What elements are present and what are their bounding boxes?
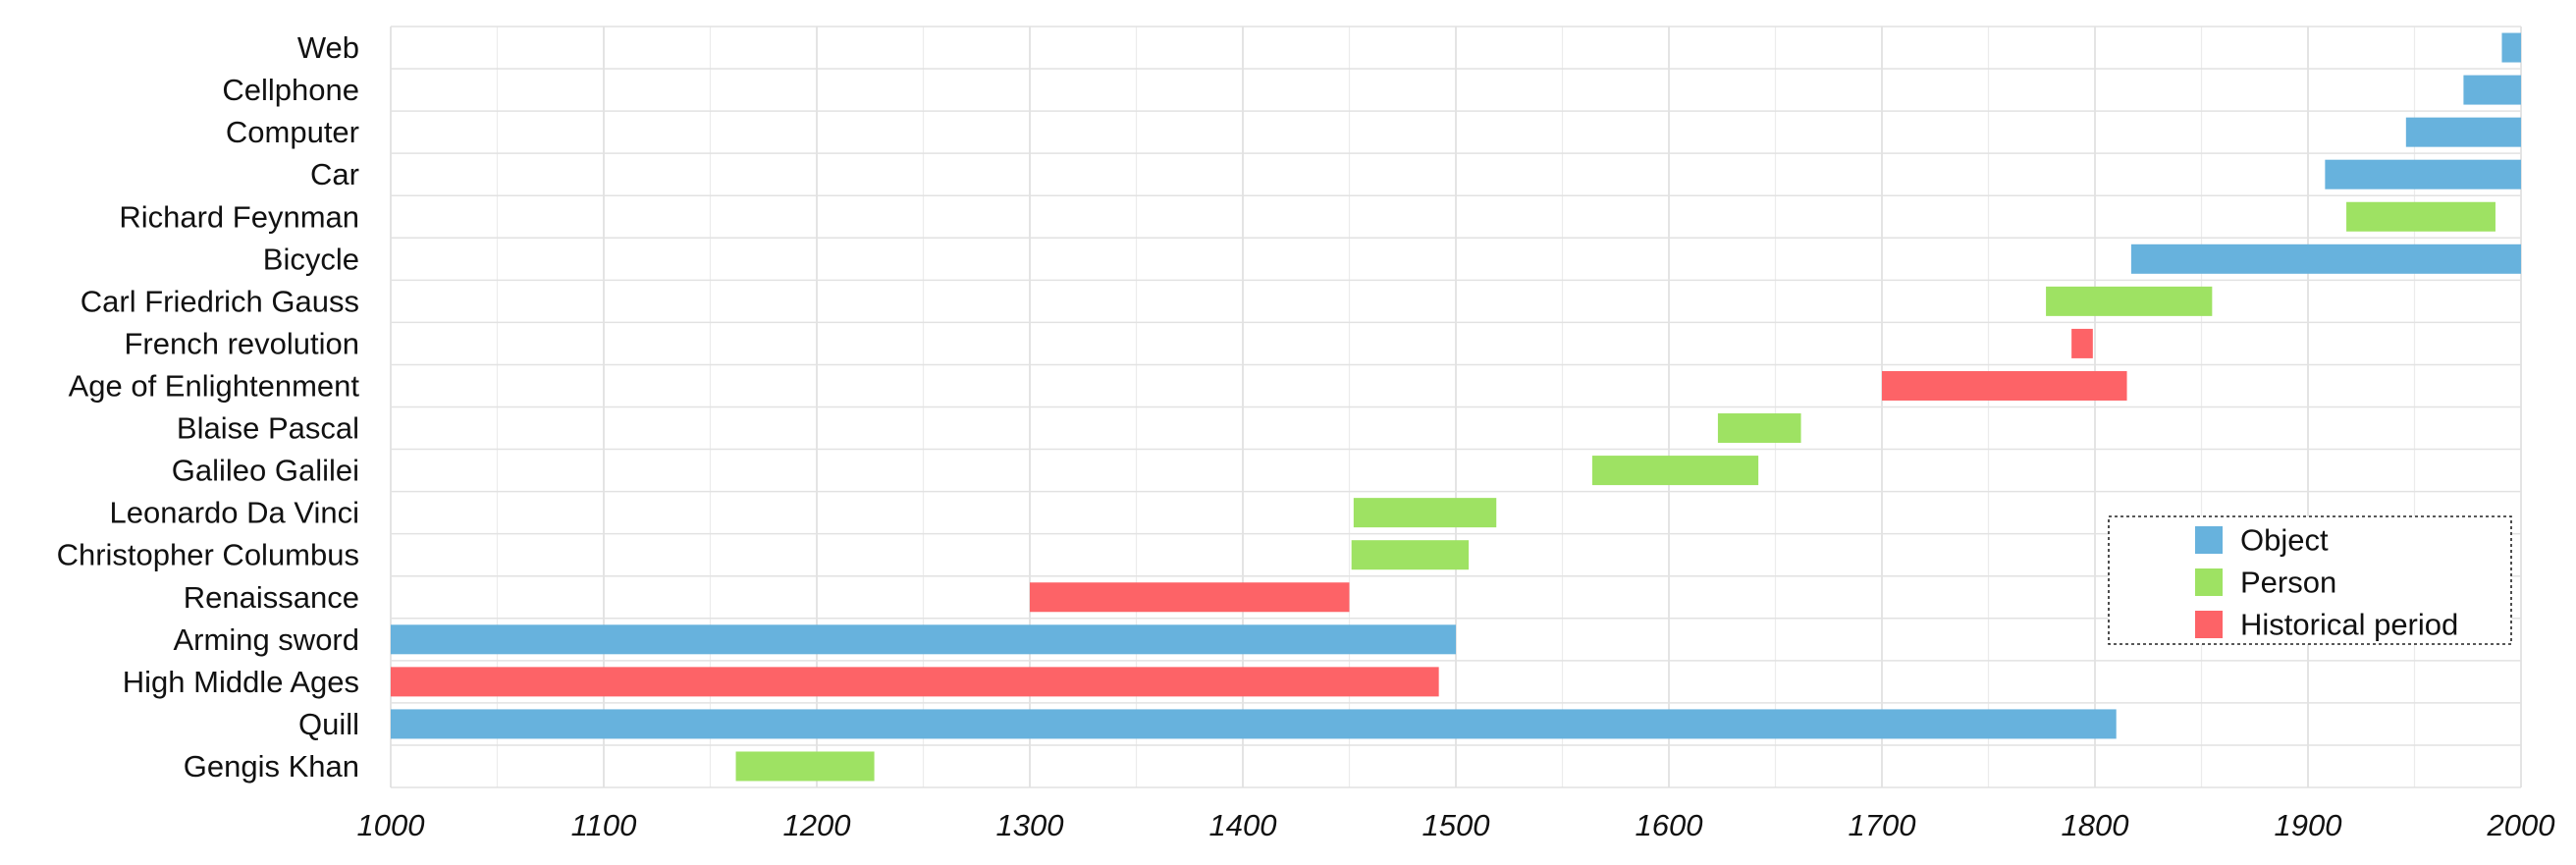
x-tick-label: 2000 [2487,808,2555,842]
bar-carl-friedrich-gauss [2046,286,2213,316]
bar-leonardo-da-vinci [1353,498,1497,528]
x-tick-label: 1200 [783,808,851,842]
legend-label: Object [2240,523,2329,558]
category-label: Richard Feynman [119,199,359,234]
bar-renaissance [1030,582,1350,613]
category-label: French revolution [124,326,359,360]
category-labels: Web Cellphone Computer Car Richard Feynman Bi… [57,30,360,784]
category-label: Car [310,157,359,191]
x-tick-label: 1000 [357,808,425,842]
x-tick-label: 1400 [1209,808,1277,842]
x-tick-label: 1500 [1422,808,1490,842]
legend-swatch [2195,526,2223,554]
legend-label: Person [2240,566,2336,600]
category-label: Blaise Pascal [177,411,359,446]
category-label: Renaissance [184,580,359,615]
bar-gengis-khan [735,751,875,782]
bar-christopher-columbus [1351,540,1470,570]
x-tick-label: 1900 [2275,808,2342,842]
category-label: Computer [226,115,359,149]
category-label: Carl Friedrich Gauss [80,284,359,318]
bar-high-middle-ages [391,667,1439,697]
legend-box [2108,515,2512,645]
x-tick-label: 1100 [571,808,637,842]
bar-quill [391,709,2117,739]
bar-computer [2405,117,2521,147]
bars [391,32,2521,782]
bar-richard-feynman [2346,201,2496,232]
category-label: Quill [298,707,359,741]
legend-label: Historical period [2240,608,2458,642]
category-label: High Middle Ages [123,665,359,699]
bar-age-of-enlightenment [1882,370,2127,401]
bar-galileo-galilei [1591,456,1759,486]
legend: Object Person Historical period [2108,515,2512,645]
x-tick-label: 1700 [1849,808,1916,842]
bar-web [2501,32,2521,63]
bar-french-revolution [2071,328,2093,358]
category-label: Web [297,30,359,65]
x-tick-label: 1300 [996,808,1064,842]
category-label: Gengis Khan [184,749,359,784]
x-axis-ticks: 1000 1100 1200 1300 1400 1500 1600 1700 1800 1900… [357,808,2555,842]
grid [390,26,2522,788]
category-label: Cellphone [222,73,359,107]
bar-bicycle [2130,243,2521,274]
category-label: Bicycle [263,242,359,276]
category-label: Leonardo Da Vinci [110,496,360,530]
bar-cellphone [2463,75,2521,105]
legend-swatch [2195,611,2223,638]
category-label: Galileo Galilei [172,454,359,488]
bar-car [2325,159,2521,189]
category-label: Age of Enlightenment [69,368,360,403]
legend-swatch [2195,568,2223,596]
bar-blaise-pascal [1717,413,1801,444]
x-tick-label: 1800 [2062,808,2129,842]
x-tick-label: 1600 [1636,808,1703,842]
category-label: Arming sword [174,622,360,657]
category-label: Christopher Columbus [57,538,359,572]
bar-arming-sword [391,624,1456,655]
